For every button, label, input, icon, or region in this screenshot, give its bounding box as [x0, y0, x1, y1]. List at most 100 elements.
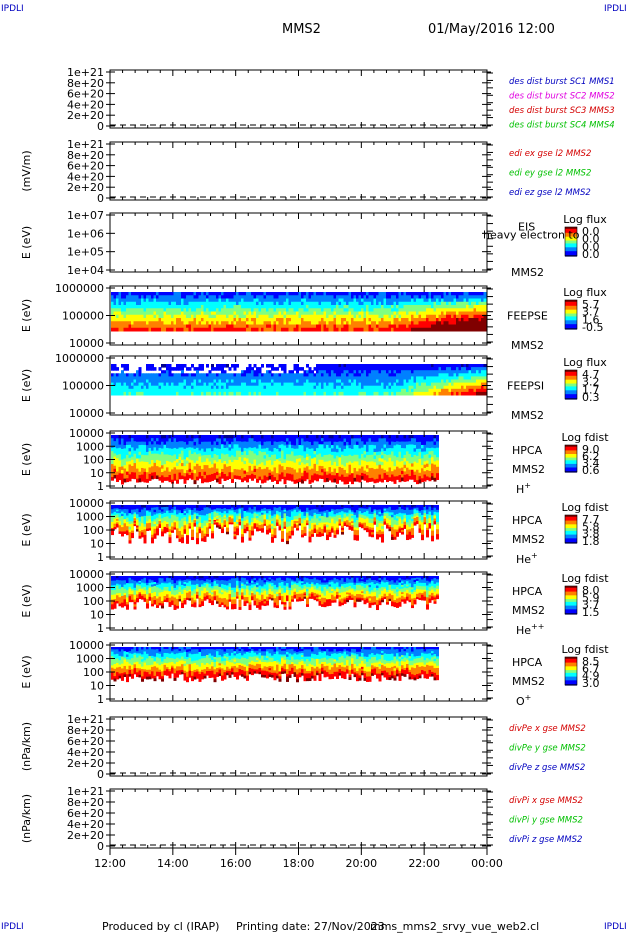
- spectro-cell: [238, 373, 242, 377]
- spectro-cell: [176, 391, 179, 396]
- spectro-cell: [441, 292, 444, 296]
- time-tick-label: 22:00: [408, 857, 440, 870]
- spectro-cell: [388, 370, 392, 374]
- spectro-cell: [223, 364, 227, 368]
- spectro-cell: [456, 367, 459, 371]
- spectro-cell: [143, 471, 147, 476]
- spectro-cell: [123, 461, 127, 466]
- spectro-cell: [263, 438, 267, 443]
- spectro-cell: [441, 382, 444, 387]
- spectro-cell: [393, 388, 397, 393]
- spectro-cell: [158, 473, 162, 478]
- spectro-cell: [138, 301, 142, 306]
- spectro-cell: [458, 364, 462, 368]
- spectro-cell: [193, 305, 197, 309]
- spectro-cell: [208, 474, 212, 479]
- spectro-cell: [253, 324, 257, 329]
- spectro-cell: [446, 324, 449, 329]
- spectro-cell: [203, 327, 207, 332]
- spectro-cell: [178, 314, 182, 319]
- spectro-cell: [136, 321, 139, 325]
- spectrogram: [111, 435, 439, 485]
- spectro-cell: [173, 391, 177, 396]
- spectro-cell: [481, 373, 484, 377]
- spectro-cell: [268, 460, 272, 464]
- spectro-cell: [218, 462, 222, 467]
- colorbar-cell: [565, 234, 577, 237]
- spectro-cell: [316, 388, 319, 393]
- spectro-cell: [366, 321, 369, 325]
- spectro-cell: [361, 321, 364, 325]
- spectro-cell: [263, 445, 267, 449]
- spectro-cell: [128, 474, 132, 479]
- spectro-cell: [241, 478, 244, 483]
- spectro-cell: [368, 295, 372, 299]
- spectro-cell: [338, 379, 342, 384]
- spectro-cell: [373, 388, 377, 393]
- spectro-cell: [176, 321, 179, 325]
- spectro-cell: [168, 385, 172, 390]
- spectro-cell: [323, 441, 327, 446]
- spectro-cell: [436, 388, 439, 393]
- spectro-cell: [246, 327, 249, 332]
- spectro-cell: [151, 388, 154, 393]
- spectro-cell: [173, 379, 177, 384]
- spectro-cell: [371, 314, 374, 319]
- spectro-cell: [236, 391, 239, 396]
- spectro-cell: [243, 379, 247, 384]
- spectro-cell: [208, 478, 212, 482]
- spectro-cell: [303, 467, 307, 472]
- spectro-cell: [231, 327, 234, 332]
- spectro-cell: [171, 367, 174, 371]
- spectro-cell: [321, 388, 324, 393]
- spectro-cell: [216, 471, 219, 476]
- spectro-cell: [316, 435, 319, 439]
- spectro-cell: [286, 382, 289, 387]
- spectro-cell: [233, 295, 237, 299]
- spectro-cell: [126, 444, 129, 449]
- spectro-cell: [201, 385, 204, 390]
- spectro-cell: [463, 327, 467, 332]
- spectro-cell: [163, 460, 167, 465]
- spectro-cell: [188, 305, 192, 309]
- spectro-cell: [251, 460, 254, 465]
- spectro-cell: [481, 376, 484, 380]
- spectro-cell: [416, 292, 419, 296]
- spectro-cell: [206, 441, 209, 446]
- spectro-cell: [178, 444, 182, 449]
- spectro-cell: [221, 456, 224, 461]
- spectro-cell: [308, 379, 312, 384]
- spectro-cell: [356, 292, 359, 296]
- spectro-cell: [323, 379, 327, 384]
- spectro-cell: [466, 324, 469, 329]
- spectro-cell: [383, 308, 387, 312]
- spectro-cell: [321, 385, 324, 390]
- spectro-cell: [371, 388, 374, 393]
- colorbar-cell: [565, 315, 577, 318]
- spectro-cell: [176, 376, 179, 380]
- spectro-cell: [138, 455, 142, 459]
- spectro-cell: [118, 460, 122, 465]
- spectro-cell: [231, 295, 234, 299]
- spectro-cell: [463, 314, 467, 319]
- spectro-cell: [133, 373, 137, 377]
- spectro-cell: [316, 295, 319, 299]
- spectro-cell: [281, 456, 284, 461]
- spectro-cell: [323, 388, 327, 393]
- spectro-cell: [193, 469, 197, 474]
- spectro-cell: [288, 373, 292, 377]
- spectro-cell: [178, 469, 182, 474]
- colorbar-cell: [565, 314, 577, 317]
- spectro-cell: [233, 379, 237, 384]
- spectro-cell: [243, 308, 247, 312]
- spectro-cell: [313, 376, 317, 380]
- spectro-cell: [136, 478, 139, 483]
- spectro-cell: [178, 438, 182, 442]
- spectro-cell: [288, 292, 292, 296]
- spectro-cell: [256, 311, 259, 316]
- spectro-cell: [173, 311, 177, 316]
- spectro-cell: [473, 301, 477, 306]
- colorbar-cell: [565, 317, 577, 319]
- spectro-cell: [243, 447, 247, 452]
